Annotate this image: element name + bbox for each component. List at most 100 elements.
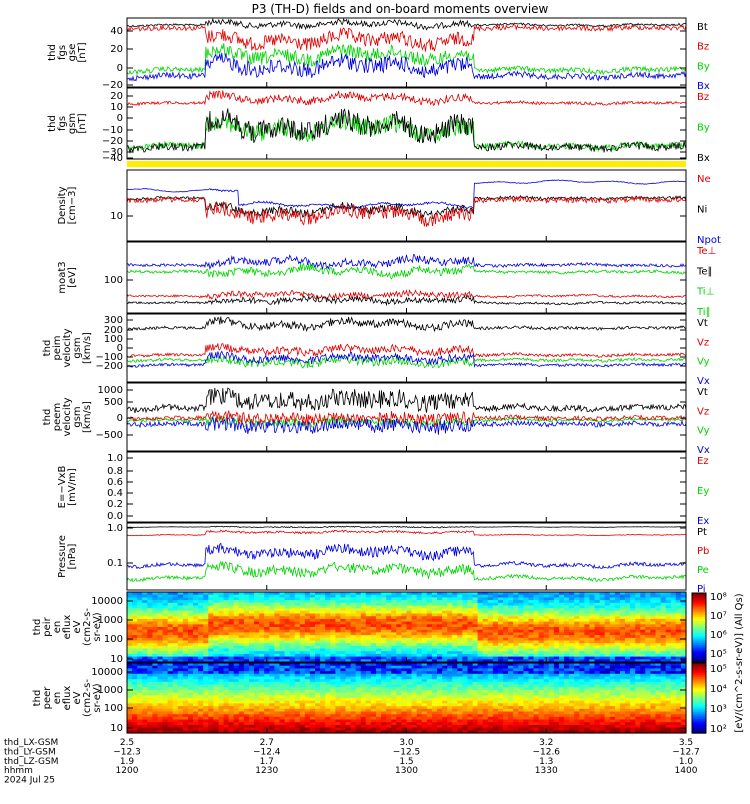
legend-item: Vz: [697, 406, 709, 417]
legend-item: Vt: [697, 318, 708, 329]
y-axis-label: Density[cm−3]: [57, 186, 78, 224]
legend-item: Ne: [697, 174, 711, 185]
y-tick-label: 0.6: [107, 477, 123, 488]
y-tick-label: −20: [102, 80, 123, 91]
bx-line: [127, 108, 686, 152]
ne-line: [127, 197, 686, 227]
y-tick-label: 20: [110, 91, 123, 102]
legend-item: Vy: [697, 426, 710, 437]
y-label-line: [nT]: [77, 42, 88, 62]
legend-item: Pt: [697, 527, 707, 538]
legend-item: Pb: [697, 546, 709, 557]
bz-line: [127, 91, 686, 106]
legend-item: Ez: [697, 456, 709, 467]
legend-item: Ti⊥: [696, 287, 714, 298]
y-label-line: [nPa]: [67, 543, 78, 569]
y-tick-label: 0: [117, 113, 123, 124]
y-tick-label: 0.1: [107, 558, 123, 569]
y-tick-label: 0.0: [107, 511, 123, 522]
vt-line: [127, 317, 686, 332]
legend-item: Vy: [697, 357, 710, 368]
legend-item: Ti∥: [696, 307, 711, 318]
legend-item: Vx: [697, 445, 710, 456]
y-ticks: 1.00.80.60.40.20.0: [107, 453, 686, 522]
y-label-line: [km/s]: [82, 401, 93, 433]
traces-fgs_gsm: [127, 91, 686, 153]
y-tick-label: 500: [104, 397, 123, 408]
panel-frame: [127, 452, 686, 522]
legend-item: By: [697, 123, 710, 134]
vt-line: [127, 388, 686, 413]
y-tick-label: 20: [110, 44, 123, 55]
bz-line: [127, 25, 686, 52]
y-tick-label: 0: [117, 413, 123, 424]
legend-item: Bt: [697, 22, 708, 33]
ti-perp-line: [127, 255, 686, 269]
y-tick-label: 0.8: [107, 466, 123, 477]
legend: Ez Ey Ex: [697, 456, 709, 527]
y-axis-label: moat3[eV]: [57, 261, 78, 293]
y-label-line: [mV/m]: [67, 468, 78, 506]
legend: Ne Ni Npot: [697, 174, 721, 246]
y-tick-label: 1.0: [107, 523, 123, 534]
y-label-line: [eV]: [67, 267, 78, 288]
legend-item: By: [697, 61, 710, 72]
y-tick-label: 1000: [98, 385, 123, 396]
pi-line: [127, 543, 686, 568]
traces-peim: [127, 317, 686, 368]
y-tick-label: 0.2: [107, 499, 123, 510]
y-tick-label: −20: [102, 136, 123, 147]
pt-line: [127, 526, 686, 528]
y-tick-label: −500: [96, 430, 123, 441]
y-tick-label: 100: [104, 275, 123, 286]
y-label-line: [nT]: [77, 113, 88, 133]
y-label-line: sr-eV): [92, 612, 103, 641]
y-tick-label: −10: [102, 125, 123, 136]
y-tick-label: 100: [104, 634, 123, 645]
y-tick-label: −200: [96, 361, 123, 372]
legend-item: Vx: [697, 376, 710, 387]
spectrogram-peer: [127, 663, 687, 734]
legend: Bz By Bx: [697, 92, 710, 164]
y-tick-label: 10: [110, 654, 123, 665]
legend-item: Bx: [697, 153, 710, 164]
plot-title: P3 (TH-D) fields and on-board moments ov…: [252, 2, 549, 16]
spectrogram-peir: [127, 592, 687, 663]
legend-item: Ni: [697, 205, 707, 216]
ni-line: [127, 196, 686, 219]
by-line: [127, 113, 686, 151]
legend-item: Bz: [697, 42, 709, 53]
bt-line: [127, 19, 686, 30]
y-tick-label: −40: [102, 153, 123, 164]
panel-frame: [127, 383, 686, 451]
y-tick-label: 1.0: [107, 453, 123, 464]
legend-item: Ex: [697, 516, 709, 527]
legend-item: Ey: [697, 486, 709, 497]
legend-item: Bz: [697, 92, 709, 103]
traces-temp: [127, 255, 686, 305]
traces-pressure: [127, 526, 686, 582]
legend-item: Npot: [697, 235, 721, 246]
y-label-line: [cm−3]: [67, 187, 78, 225]
legend-item: Te⊥: [696, 246, 716, 257]
traces-density: [127, 180, 686, 227]
